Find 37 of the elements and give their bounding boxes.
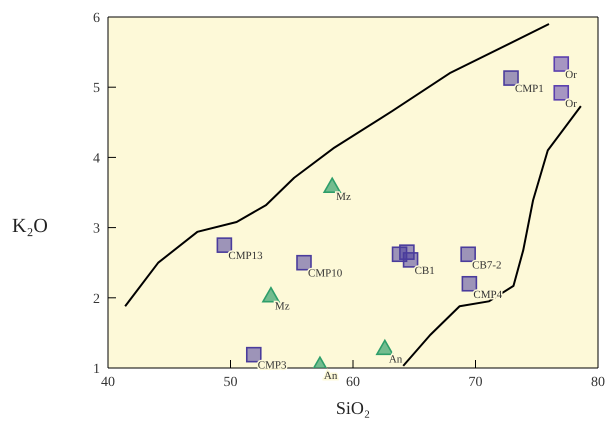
- point: [460, 246, 476, 262]
- annotation: Or: [565, 98, 578, 110]
- x-tick-label: 60: [346, 374, 360, 390]
- x-tick-label: 50: [224, 374, 238, 390]
- x-tick-label: 40: [101, 374, 115, 390]
- annotation: Mz: [274, 300, 290, 313]
- point: [553, 85, 570, 101]
- point: [553, 56, 570, 72]
- annotation: An: [324, 370, 338, 382]
- point: [246, 346, 262, 362]
- point: [503, 70, 519, 86]
- y-tick-label: 1: [93, 362, 100, 377]
- point: [216, 237, 232, 253]
- y-tick-label: 3: [93, 222, 100, 237]
- x-axis-title: SiO₂: [336, 398, 370, 418]
- x-tick-label: 70: [468, 374, 482, 390]
- point: [262, 286, 280, 302]
- y-axis-title: K₂O: [12, 215, 48, 237]
- y-tick-label: 5: [93, 81, 100, 96]
- annotation: Or: [565, 69, 578, 82]
- annotation: CMP1: [515, 83, 544, 96]
- point: [462, 276, 478, 292]
- y-tick-label: 4: [93, 151, 100, 166]
- annotation: CB1: [414, 264, 435, 277]
- point: [323, 177, 341, 193]
- y-tick-label: 2: [93, 292, 100, 307]
- point: [376, 340, 394, 356]
- x-tick-label: 80: [591, 374, 605, 390]
- annotation: CMP10: [308, 268, 343, 280]
- annotation: CMP13: [228, 250, 264, 262]
- y-tick-label: 6: [93, 10, 100, 26]
- line-series: [124, 23, 550, 308]
- point: [402, 252, 418, 268]
- point: [296, 254, 312, 270]
- annotation: Mz: [336, 191, 351, 204]
- annotation: An: [388, 353, 403, 366]
- annotation: CB7-2: [472, 259, 502, 272]
